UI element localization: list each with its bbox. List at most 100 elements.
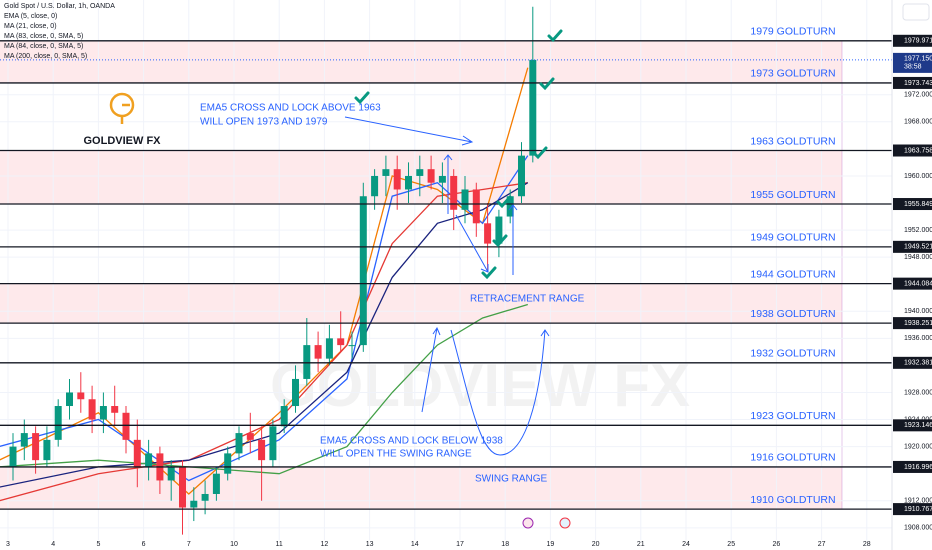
arrow <box>450 329 550 456</box>
candle-body <box>246 433 254 440</box>
candle-body <box>450 175 458 210</box>
candle-body <box>201 493 209 501</box>
candle-body <box>99 406 107 420</box>
candle-body <box>66 392 73 407</box>
checkmark <box>547 29 563 43</box>
candle-body <box>427 169 435 183</box>
event-icon[interactable] <box>522 517 534 529</box>
price-axis: 1908.0001912.0001920.0001924.0001928.000… <box>6 0 932 550</box>
candle-body <box>303 345 311 379</box>
level-price: 1973.743 <box>904 80 932 87</box>
checkmark <box>354 91 370 105</box>
level-name: 1923 GOLDTURN <box>750 410 835 422</box>
x-tick-label: 4 <box>51 541 55 548</box>
x-tick-label: 7 <box>187 541 191 548</box>
checkmark <box>496 195 512 209</box>
level-price-box <box>893 503 932 516</box>
candle-body <box>145 453 153 467</box>
zone <box>0 283 842 324</box>
y-tick-label: 1948.000 <box>904 254 932 261</box>
candle-body <box>212 473 220 494</box>
y-tick-label: 1908.000 <box>904 525 932 532</box>
level-name: 1955 GOLDTURN <box>750 189 835 201</box>
level-price-box <box>893 317 932 330</box>
x-tick-label: 10 <box>230 541 238 548</box>
candle-body <box>190 500 198 508</box>
arrow <box>443 154 453 214</box>
event-icon[interactable] <box>559 517 571 529</box>
y-tick-label: 1920.000 <box>904 443 932 450</box>
logo-text: GOLDVIEW FX <box>84 135 162 147</box>
candle-body <box>337 338 345 346</box>
candle-body <box>122 412 130 440</box>
level-price: 1963.758 <box>904 147 932 154</box>
zone <box>0 150 842 205</box>
candle-body <box>416 169 424 176</box>
level-name: 1979 GOLDTURN <box>750 26 835 38</box>
level-price-box <box>893 144 932 157</box>
level-price-box <box>893 198 932 211</box>
level-price: 1938.251 <box>904 320 932 327</box>
candle-body <box>405 175 412 190</box>
candle-body <box>111 406 119 413</box>
level-name: 1938 GOLDTURN <box>750 308 835 320</box>
level-price: 1932.381 <box>904 360 932 367</box>
level-price: 1949.521 <box>904 244 932 251</box>
candle-body <box>269 426 277 461</box>
candle-body <box>43 439 51 461</box>
y-tick-label: 1968.000 <box>904 119 932 126</box>
logo-icon <box>120 103 130 124</box>
x-tick-label: 5 <box>96 541 100 548</box>
indicator-line <box>0 303 528 475</box>
candle-body <box>518 155 525 197</box>
level-price: 1955.849 <box>904 201 932 208</box>
zone <box>0 40 842 83</box>
level-price-box <box>893 419 932 432</box>
annotations: EMA5 CROSS AND LOCK ABOVE 1963 WILL OPEN… <box>200 29 585 529</box>
level-name: 1963 GOLDTURN <box>750 135 835 147</box>
legend: Gold Spot / U.S. Dollar, 1h, OANDA EMA (… <box>4 3 115 60</box>
x-tick-label: 21 <box>637 541 645 548</box>
y-tick-label: 1960.000 <box>904 173 932 180</box>
candle-body <box>9 446 17 467</box>
x-tick-label: 26 <box>773 541 781 548</box>
settings-button[interactable] <box>902 3 930 21</box>
y-tick-label: 1952.000 <box>904 227 932 234</box>
x-tick-label: 27 <box>818 541 826 548</box>
axis-background <box>892 0 932 550</box>
level-price: 1944.084 <box>904 280 932 287</box>
checkmark <box>532 146 548 160</box>
annotation: EMA5 CROSS AND LOCK ABOVE 1963 <box>200 103 381 114</box>
legend-entry: MA (84, close, 0, SMA, 5) <box>4 43 83 50</box>
checkmark <box>539 77 555 91</box>
arrow <box>421 326 441 413</box>
y-tick-label: 1928.000 <box>904 389 932 396</box>
checkmarks <box>354 29 563 280</box>
candle-body <box>32 433 40 461</box>
candle-body <box>325 338 333 359</box>
grid <box>0 0 892 540</box>
y-tick-label: 1972.000 <box>904 92 932 99</box>
candle-body <box>258 439 266 461</box>
current-price-box <box>893 52 932 73</box>
candle-body <box>472 189 480 224</box>
candle-body <box>359 196 367 346</box>
x-tick-label: 24 <box>682 541 690 548</box>
candle-body <box>77 392 85 400</box>
candle-body <box>484 223 492 244</box>
level-price-box <box>893 34 932 47</box>
countdown: 38:58 <box>904 64 922 71</box>
x-tick-label: 6 <box>142 541 146 548</box>
candle-body <box>461 189 469 210</box>
candle-body <box>292 378 299 407</box>
level-price-box <box>893 240 932 253</box>
zone <box>0 466 842 510</box>
legend-entry: MA (83, close, 0, SMA, 5) <box>4 33 83 40</box>
level-name: 1910 GOLDTURN <box>750 494 835 506</box>
y-tick-label: 1936.000 <box>904 335 932 342</box>
annotation: EMA5 CROSS AND LOCK BELOW 1938 <box>320 436 503 447</box>
logo: GOLDVIEW FX <box>84 92 162 147</box>
candle-body <box>371 175 379 197</box>
level-name: 1949 GOLDTURN <box>750 232 835 244</box>
